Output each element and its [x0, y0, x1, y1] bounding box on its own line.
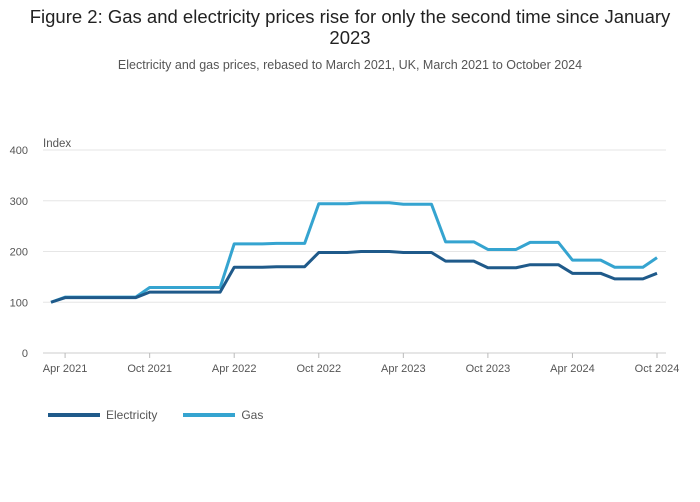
x-tick-label: Apr 2023 — [381, 363, 426, 375]
x-tick-label: Apr 2024 — [550, 363, 595, 375]
legend-swatch-gas — [183, 413, 236, 417]
grid-lines — [43, 149, 666, 354]
legend-item-gas[interactable]: Gas — [183, 408, 263, 422]
series-line-electricity[interactable] — [50, 250, 658, 304]
series-line-gas[interactable] — [50, 201, 658, 304]
x-tick-label: Oct 2022 — [296, 363, 341, 375]
y-tick-label: 200 — [10, 247, 28, 259]
legend: Electricity Gas — [48, 408, 263, 422]
legend-label-gas: Gas — [241, 408, 264, 422]
legend-swatch-electricity — [48, 413, 100, 417]
x-axis-ticks: Apr 2021 Oct 2021 Apr 2022 Oct 2022 Apr 2023… — [43, 353, 680, 375]
legend-item-electricity[interactable]: Electricity — [48, 408, 157, 422]
series-lines — [50, 201, 658, 304]
x-tick-label: Apr 2022 — [212, 363, 257, 375]
legend-label-electricity: Electricity — [106, 408, 158, 422]
x-tick-label: Oct 2021 — [127, 363, 172, 375]
chart-title: Figure 2: Gas and electricity prices ris… — [29, 6, 671, 48]
y-tick-label: 400 — [10, 145, 28, 157]
y-tick-label: 100 — [10, 297, 28, 309]
y-tick-label: 300 — [10, 196, 28, 208]
y-axis-ticks: 0 100 200 300 400 — [10, 145, 28, 360]
x-tick-label: Apr 2021 — [43, 363, 88, 375]
x-tick-label: Oct 2023 — [466, 363, 511, 375]
x-tick-label: Oct 2024 — [635, 363, 680, 375]
chart-subtitle: Electricity and gas prices, rebased to M… — [117, 58, 583, 72]
y-tick-label: 0 — [22, 348, 28, 360]
y-axis-label: Index — [43, 138, 71, 150]
